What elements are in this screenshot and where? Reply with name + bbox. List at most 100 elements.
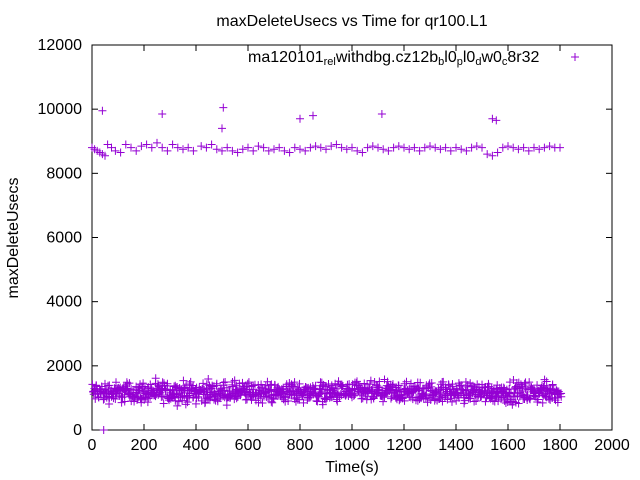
data-point	[184, 143, 193, 152]
data-point	[257, 380, 266, 389]
data-point	[291, 397, 300, 406]
data-point	[415, 146, 424, 155]
data-point	[322, 145, 330, 154]
data-point	[389, 143, 398, 152]
x-axis-title: Time(s)	[325, 459, 379, 476]
data-point-outlier	[98, 106, 107, 115]
data-point	[384, 146, 393, 155]
data-point-outlier	[218, 124, 226, 133]
data-point	[366, 376, 375, 385]
data-point	[394, 142, 403, 151]
data-point	[103, 140, 112, 149]
data-point	[436, 145, 445, 154]
data-point	[488, 151, 497, 160]
data-point	[230, 376, 239, 385]
data-point	[446, 146, 455, 155]
data-point	[238, 145, 247, 154]
data-point	[452, 143, 460, 152]
data-point-outlier	[309, 111, 317, 120]
data-point	[556, 143, 564, 152]
data-point-outlier	[99, 426, 108, 434]
x-tick-label: 1800	[542, 437, 578, 454]
data-point	[163, 146, 172, 155]
data-point	[525, 378, 534, 387]
data-point	[372, 390, 381, 399]
data-point	[513, 384, 522, 393]
data-point	[161, 385, 170, 394]
data-point	[171, 381, 180, 390]
data-point	[197, 142, 206, 151]
data-point	[530, 143, 538, 152]
data-point	[441, 143, 450, 152]
data-point	[411, 382, 420, 391]
data-point	[249, 146, 258, 155]
data-point	[254, 142, 263, 151]
plot-frame	[91, 44, 613, 431]
data-point	[212, 145, 221, 154]
data-point	[306, 143, 315, 152]
data-point	[462, 146, 471, 155]
data-point	[94, 393, 103, 402]
data-point	[472, 142, 481, 151]
data-point	[301, 146, 310, 155]
data-point	[268, 398, 277, 407]
x-tick-label: 0	[88, 437, 97, 454]
legend-label: ma120101relwithdbg.cz12bbl0pl0dw0c8r32	[248, 49, 540, 68]
data-point	[483, 150, 492, 159]
data-point	[139, 379, 148, 388]
data-point	[540, 143, 549, 152]
data-point	[363, 143, 372, 152]
data-point	[405, 145, 414, 154]
data-point	[501, 398, 510, 407]
y-tick-label: 12000	[38, 37, 83, 54]
data-point	[290, 378, 299, 387]
data-point	[296, 145, 304, 154]
data-point	[183, 398, 192, 407]
data-point	[270, 145, 278, 154]
data-point-outlier	[158, 109, 167, 118]
data-point	[299, 390, 308, 399]
data-point	[132, 146, 141, 155]
data-point	[534, 395, 543, 404]
data-point	[275, 143, 284, 152]
data-point	[153, 138, 161, 147]
data-point	[295, 395, 304, 404]
data-point	[295, 379, 304, 388]
data-point	[101, 151, 109, 160]
data-point	[149, 386, 158, 395]
data-point	[176, 392, 185, 401]
data-point	[557, 389, 566, 398]
data-point	[111, 394, 120, 403]
data-point	[105, 399, 114, 408]
data-point	[316, 143, 325, 152]
data-point	[284, 396, 293, 405]
data-point	[158, 143, 167, 152]
data-point	[353, 146, 362, 155]
data-point	[520, 379, 529, 388]
data-point	[280, 146, 289, 155]
data-point-outlier	[219, 103, 228, 112]
y-tick-label: 10000	[38, 101, 83, 118]
data-point	[146, 380, 155, 389]
data-point	[202, 143, 211, 152]
data-point	[111, 146, 120, 155]
data-point	[332, 140, 341, 149]
data-point	[264, 146, 273, 155]
data-point	[121, 140, 130, 149]
data-point	[223, 143, 232, 152]
data-point	[498, 143, 507, 152]
data-point	[342, 145, 351, 154]
data-point	[553, 398, 562, 407]
data-point	[194, 392, 203, 401]
data-point	[258, 399, 267, 408]
data-point	[179, 145, 187, 154]
data-point	[548, 381, 557, 390]
x-axis-ticks: 0 200 400 600 800 1000 1200 1400 1600 1800 2000	[88, 45, 630, 454]
data-point-outlier	[488, 114, 497, 123]
x-tick-label: 800	[287, 437, 314, 454]
data-point	[472, 396, 481, 405]
data-point	[394, 381, 403, 390]
data-point	[368, 142, 377, 151]
data-point	[218, 387, 227, 396]
data-point	[431, 143, 440, 152]
